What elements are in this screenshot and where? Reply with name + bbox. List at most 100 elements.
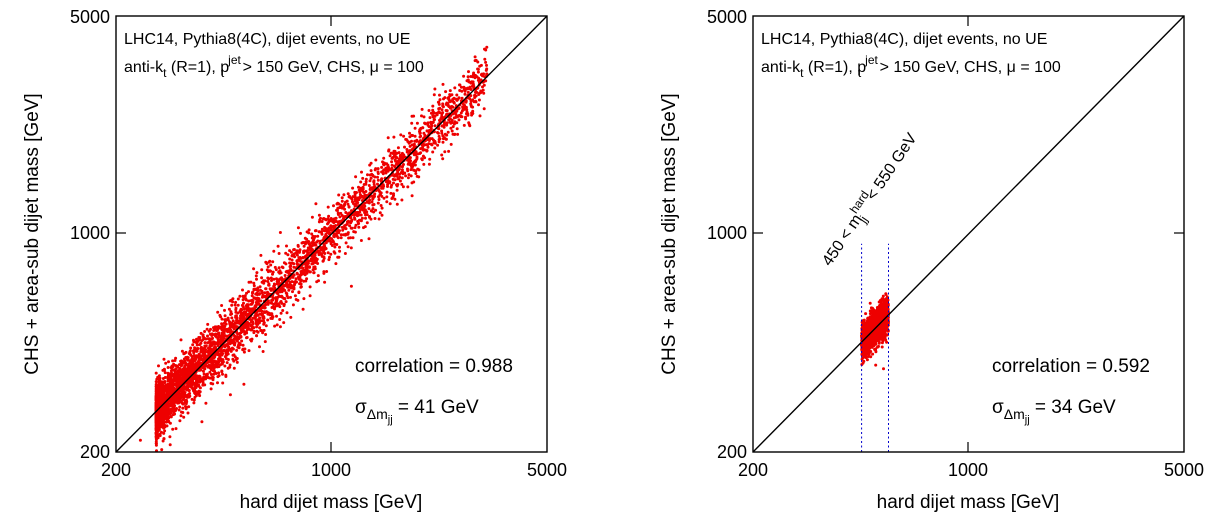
scatter-point [229,312,233,316]
scatter-point [241,294,245,298]
scatter-point [308,285,312,289]
scatter-point [331,240,335,244]
scatter-point [223,308,226,312]
scatter-point [231,347,235,351]
scatter-point [208,364,212,367]
scatter-point [396,146,400,150]
scatter-point [275,314,278,318]
scatter-point [229,349,233,353]
scatter-point [346,192,350,196]
scatter-point [262,303,266,307]
scatter-point [395,151,399,155]
scatter-point [217,331,221,335]
scatter-point [252,326,256,330]
scatter-point [473,74,477,78]
scatter-point [406,176,410,180]
scatter-point [241,313,245,317]
scatter-point [232,359,236,363]
scatter-point [235,339,239,343]
scatter-point [461,107,465,111]
scatter-point [444,90,448,94]
scatter-point [261,331,265,335]
scatter-point [354,223,358,227]
scatter-point [367,207,371,211]
scatter-point [169,415,173,419]
scatter-point [210,334,214,337]
scatter-point [258,345,261,349]
scatter-point [256,302,260,306]
scatter-point [387,167,391,171]
scatter-point [864,312,868,316]
scatter-point [369,176,373,180]
scatter-point [348,224,352,228]
scatter-point [400,176,404,180]
scatter-point [467,121,471,125]
scatter-point [214,334,218,338]
scatter-point [163,429,167,433]
scatter-point [185,400,189,404]
scatter-point [154,371,158,375]
scatter-point [288,276,292,280]
scatter-point [220,362,224,366]
scatter-point [177,374,181,378]
scatter-point [438,137,442,141]
scatter-point [243,347,247,351]
scatter-point [173,399,177,403]
scatter-point [390,160,394,164]
scatter-point [295,249,299,253]
scatter-point [204,401,208,405]
scatter-point [249,307,253,311]
scatter-point [427,142,431,146]
scatter-point [187,352,191,355]
scatter-point [388,154,392,158]
scatter-point [385,200,389,204]
scatter-point [270,306,274,309]
scatter-point [359,239,363,242]
scatter-point [230,303,234,307]
scatter-point [227,345,231,349]
scatter-point [220,369,224,373]
scatter-point [154,386,158,390]
scatter-point [357,185,360,189]
scatter-point [183,364,187,368]
scatter-point [198,356,202,360]
scatter-point [172,386,176,390]
scatter-point [353,226,357,230]
scatter-point [171,427,175,431]
scatter-point [171,410,175,414]
scatter-point [168,443,172,447]
scatter-point [339,236,343,240]
scatter-point [400,182,404,186]
scatter-point [235,336,239,340]
scatter-point [364,177,368,181]
scatter-point [357,225,361,229]
scatter-point [326,251,330,255]
scatter-point [410,164,414,168]
scatter-point [353,192,357,196]
scatter-point [477,98,481,102]
scatter-point [323,280,327,284]
scatter-point [216,375,220,379]
scatter-point [349,226,353,230]
scatter-point [180,363,184,367]
scatter-point [266,280,270,283]
left-x-axis-label: hard dijet mass [GeV] [240,492,423,513]
scatter-point [432,118,436,122]
scatter-point [182,415,186,419]
scatter-point [223,321,227,325]
scatter-point [317,220,321,224]
scatter-point [294,277,298,281]
scatter-point [287,288,291,292]
scatter-point [283,297,287,300]
scatter-point [449,142,453,146]
scatter-point [303,249,306,253]
scatter-point [312,271,316,275]
scatter-point [209,387,213,391]
scatter-point [246,308,250,312]
scatter-point [340,206,344,210]
scatter-point [392,135,396,139]
scatter-point [155,377,159,381]
scatter-point [442,125,446,129]
scatter-point [223,314,227,318]
scatter-point [386,163,390,167]
